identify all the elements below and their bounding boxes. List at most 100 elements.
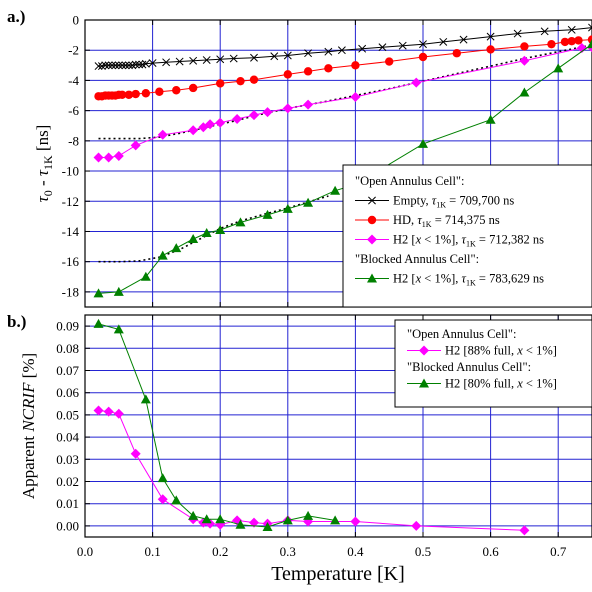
data-point <box>113 324 124 334</box>
legend-entry: H2 [80% full, x < 1%] <box>445 377 557 391</box>
data-point <box>378 43 387 52</box>
y-tick-label: 0.00 <box>56 518 79 533</box>
legend-entry: H2 [x < 1%], τ1K = 783,629 ns <box>393 272 544 288</box>
legend-text: < 1%], <box>421 272 461 286</box>
legend-text: < 1%], <box>421 233 461 247</box>
y-label-unit: [ns] <box>33 125 52 156</box>
y-label-tau: τ <box>33 195 52 202</box>
data-point <box>485 114 496 124</box>
data-point <box>93 152 104 163</box>
data-point <box>202 56 211 64</box>
data-point <box>103 152 114 163</box>
legend-entry: Empty, τ1K = 709,700 ns <box>393 194 514 210</box>
y-tick-label: -16 <box>62 254 80 269</box>
data-point <box>113 150 124 161</box>
x-tick-label: 0.0 <box>77 544 93 559</box>
data-point <box>567 36 576 46</box>
x-tick-label: 0.7 <box>550 544 567 559</box>
legend-box <box>394 319 592 408</box>
panel-a: 0-2-4-6-8-10-12-14-16-18a.)τ0 - τ1K [ns]… <box>7 7 592 308</box>
legend-text: = 783,629 ns <box>476 272 544 286</box>
data-point <box>513 29 522 38</box>
data-point <box>131 89 140 99</box>
data-point <box>283 51 292 60</box>
data-point <box>162 58 171 67</box>
data-point <box>519 55 530 66</box>
y-tick-label: -10 <box>62 164 79 179</box>
legend-header: "Blocked Annulus Cell": <box>407 360 531 374</box>
data-point <box>547 39 556 49</box>
y-label-part: [%] <box>19 353 38 383</box>
y-label-part: NCRIF <box>19 382 38 433</box>
data-point <box>303 67 313 76</box>
data-point <box>232 113 243 124</box>
y-tick-label: 0 <box>73 13 80 28</box>
y-tick-label: -6 <box>68 103 79 118</box>
data-point <box>103 406 114 417</box>
legend-text: = 714,375 ns <box>432 213 500 227</box>
data-point <box>124 61 133 70</box>
legend-text-italic: x <box>516 377 523 391</box>
data-point <box>201 227 212 237</box>
legend-text-italic: x <box>415 233 422 247</box>
y-tick-label: -8 <box>68 133 79 148</box>
legend-text-italic: x <box>415 272 422 286</box>
data-point <box>140 271 151 281</box>
y-label-mid: - τ <box>33 169 52 190</box>
y-label-sub: 0 <box>41 190 55 196</box>
data-point <box>131 60 140 69</box>
data-point <box>574 36 583 45</box>
legend-text: < 1%] <box>523 377 557 391</box>
data-point <box>249 517 259 528</box>
data-point <box>358 44 367 53</box>
data-point <box>148 59 157 68</box>
data-point <box>157 129 168 140</box>
data-point <box>188 510 199 520</box>
data-point <box>419 40 427 49</box>
data-point <box>350 516 361 527</box>
data-point <box>141 89 151 98</box>
fit-curve <box>98 195 329 263</box>
legend-text: H2 [80% full, <box>445 377 517 391</box>
data-point <box>124 90 134 99</box>
data-point <box>576 42 587 53</box>
legend-text: HD, <box>393 213 417 227</box>
legend-text: < 1%] <box>523 344 557 358</box>
legend-header: "Blocked Annulus Cell": <box>355 252 479 266</box>
data-point <box>229 54 238 63</box>
data-point <box>324 47 333 56</box>
data-point <box>188 83 198 93</box>
series-line <box>98 410 525 531</box>
data-point <box>157 250 168 260</box>
y-tick-label: 0.02 <box>56 474 79 489</box>
x-tick-label: 0.2 <box>212 544 228 559</box>
data-point <box>189 56 198 65</box>
y-tick-label: -4 <box>68 73 79 88</box>
plot-frame <box>84 314 592 538</box>
data-point <box>118 61 127 70</box>
data-point <box>250 53 258 62</box>
data-point <box>587 39 592 49</box>
data-point <box>486 45 495 54</box>
x-tick-label: 0.6 <box>482 544 499 559</box>
legend-text: = 709,700 ns <box>446 194 514 208</box>
y-label-part: Apparent <box>19 432 38 500</box>
legend-marker <box>419 345 429 356</box>
plot-area <box>93 23 592 298</box>
data-point <box>216 55 225 64</box>
panel-b: 0.00 0.01 0.02 0.03 0.04 0.05 0.06 0.07 0.08 0.09… <box>7 312 592 559</box>
data-point <box>270 52 279 61</box>
series-line <box>98 39 592 97</box>
y-tick-label: 0.07 <box>56 363 79 378</box>
data-point <box>175 57 184 66</box>
legend-sub: 1K <box>422 220 432 229</box>
data-point <box>113 286 124 296</box>
panel-label: b.) <box>7 312 26 331</box>
data-point <box>188 125 199 136</box>
data-point <box>411 77 422 88</box>
data-point <box>235 217 246 227</box>
x-axis-label: Temperature [K] <box>271 563 405 585</box>
legend-marker <box>368 196 376 205</box>
data-point <box>486 32 495 41</box>
series-line <box>98 323 336 528</box>
